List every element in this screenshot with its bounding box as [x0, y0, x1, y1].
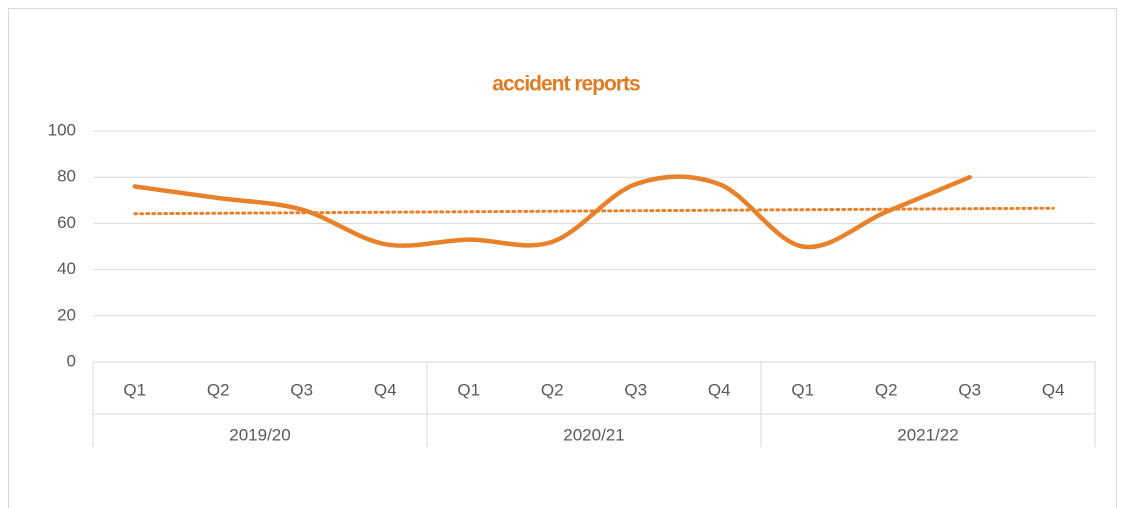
x-tick-label: Q4 [374, 380, 397, 399]
y-tick-label: 100 [48, 120, 76, 139]
group-label: 2019/20 [229, 425, 290, 444]
group-label: 2021/22 [897, 425, 958, 444]
series-line [132, 174, 972, 250]
x-tick-label: Q1 [457, 380, 480, 399]
y-tick-label: 60 [57, 213, 76, 232]
y-tick-label: 20 [57, 305, 76, 324]
group-label: 2020/21 [563, 425, 624, 444]
chart-frame [8, 8, 1117, 508]
y-tick-label: 0 [67, 351, 76, 370]
x-tick-label: Q2 [541, 380, 564, 399]
x-tick-label: Q2 [875, 380, 898, 399]
y-tick-label: 80 [57, 167, 76, 186]
x-tick-label: Q3 [624, 380, 647, 399]
x-tick-label: Q2 [207, 380, 230, 399]
chart-title: accident reports [492, 73, 640, 96]
x-tick-label: Q4 [708, 380, 731, 399]
x-tick-label: Q4 [1042, 380, 1065, 399]
x-tick-label: Q1 [791, 380, 814, 399]
x-tick-label: Q3 [958, 380, 981, 399]
x-tick-label: Q1 [123, 380, 146, 399]
x-tick-label: Q3 [290, 380, 313, 399]
y-tick-label: 40 [57, 259, 76, 278]
